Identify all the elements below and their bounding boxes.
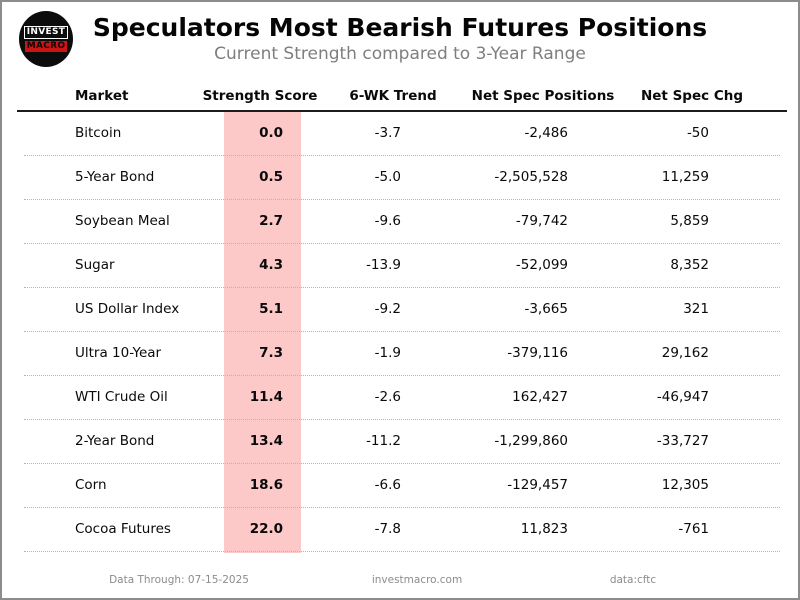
6wk-trend-cell: -7.8 [374, 521, 401, 537]
table-row: Ultra 10-Year 7.3 -1.9 -379,116 29,162 [24, 332, 780, 376]
net-spec-chg-cell: 29,162 [661, 345, 709, 361]
net-spec-chg-cell: 12,305 [661, 477, 709, 493]
net-spec-chg-cell: 321 [683, 301, 709, 317]
column-header-market: Market [75, 88, 129, 104]
header-divider [17, 110, 787, 112]
6wk-trend-cell: -5.0 [374, 169, 401, 185]
table-header-row: Market Strength Score 6-WK Trend Net Spe… [2, 85, 798, 107]
strength-score-cell: 22.0 [249, 521, 283, 537]
strength-score-cell: 7.3 [259, 345, 283, 361]
net-spec-chg-cell: -50 [686, 125, 709, 141]
market-cell: Sugar [75, 257, 115, 273]
6wk-trend-cell: -11.2 [366, 433, 401, 449]
market-cell: 5-Year Bond [75, 169, 155, 185]
footer: Data Through: 07-15-2025 investmacro.com… [2, 572, 798, 588]
net-spec-positions-cell: -2,505,528 [494, 169, 568, 185]
strength-score-cell: 5.1 [259, 301, 283, 317]
6wk-trend-cell: -9.6 [374, 213, 401, 229]
table-row: Corn 18.6 -6.6 -129,457 12,305 [24, 464, 780, 508]
strength-score-cell: 2.7 [259, 213, 283, 229]
market-cell: Bitcoin [75, 125, 122, 141]
market-cell: Corn [75, 477, 107, 493]
column-header-net-spec-chg: Net Spec Chg [640, 88, 744, 104]
6wk-trend-cell: -9.2 [374, 301, 401, 317]
strength-score-cell: 4.3 [259, 257, 283, 273]
footer-website: investmacro.com [371, 574, 463, 586]
net-spec-positions-cell: 162,427 [512, 389, 568, 405]
strength-score-cell: 13.4 [249, 433, 283, 449]
strength-score-cell: 11.4 [249, 389, 283, 405]
market-cell: Ultra 10-Year [75, 345, 162, 361]
6wk-trend-cell: -3.7 [374, 125, 401, 141]
page-title: Speculators Most Bearish Futures Positio… [92, 13, 708, 42]
net-spec-positions-cell: -3,665 [524, 301, 568, 317]
column-header-6wk-trend: 6-WK Trend [349, 88, 437, 104]
logo-text-macro: MACRO [24, 41, 68, 52]
6wk-trend-cell: -13.9 [366, 257, 401, 273]
net-spec-positions-cell: -1,299,860 [494, 433, 568, 449]
table-body: Bitcoin 0.0 -3.7 -2,486 -50 5-Year Bond … [24, 112, 780, 552]
net-spec-chg-cell: -761 [678, 521, 709, 537]
strength-score-cell: 0.0 [259, 125, 283, 141]
6wk-trend-cell: -1.9 [374, 345, 401, 361]
net-spec-positions-cell: -2,486 [524, 125, 568, 141]
logo-text-invest: INVEST [23, 26, 69, 39]
strength-score-highlight-band [224, 112, 301, 553]
net-spec-chg-cell: -46,947 [656, 389, 709, 405]
market-cell: US Dollar Index [75, 301, 180, 317]
table-row: Sugar 4.3 -13.9 -52,099 8,352 [24, 244, 780, 288]
net-spec-positions-cell: -379,116 [507, 345, 568, 361]
market-cell: Soybean Meal [75, 213, 170, 229]
strength-score-cell: 18.6 [249, 477, 283, 493]
6wk-trend-cell: -2.6 [374, 389, 401, 405]
net-spec-chg-cell: -33,727 [656, 433, 709, 449]
net-spec-chg-cell: 11,259 [661, 169, 709, 185]
table-row: Soybean Meal 2.7 -9.6 -79,742 5,859 [24, 200, 780, 244]
market-cell: Cocoa Futures [75, 521, 171, 537]
column-header-strength-score: Strength Score [202, 88, 318, 104]
footer-data-through: Data Through: 07-15-2025 [109, 574, 249, 586]
net-spec-chg-cell: 5,859 [670, 213, 709, 229]
net-spec-positions-cell: 11,823 [520, 521, 568, 537]
table-row: Cocoa Futures 22.0 -7.8 11,823 -761 [24, 508, 780, 552]
table-row: US Dollar Index 5.1 -9.2 -3,665 321 [24, 288, 780, 332]
table-row: 2-Year Bond 13.4 -11.2 -1,299,860 -33,72… [24, 420, 780, 464]
net-spec-positions-cell: -79,742 [515, 213, 568, 229]
table-row: Bitcoin 0.0 -3.7 -2,486 -50 [24, 112, 780, 156]
6wk-trend-cell: -6.6 [374, 477, 401, 493]
table-row: WTI Crude Oil 11.4 -2.6 162,427 -46,947 [24, 376, 780, 420]
strength-score-cell: 0.5 [259, 169, 283, 185]
market-cell: 2-Year Bond [75, 433, 155, 449]
footer-data-source: data:cftc [609, 574, 657, 586]
table-row: 5-Year Bond 0.5 -5.0 -2,505,528 11,259 [24, 156, 780, 200]
net-spec-positions-cell: -129,457 [507, 477, 568, 493]
net-spec-chg-cell: 8,352 [670, 257, 709, 273]
page-subtitle: Current Strength compared to 3-Year Rang… [214, 44, 586, 64]
investmacro-logo-icon: INVEST MACRO [19, 11, 73, 67]
column-header-net-spec-positions: Net Spec Positions [471, 88, 615, 104]
market-cell: WTI Crude Oil [75, 389, 168, 405]
net-spec-positions-cell: -52,099 [515, 257, 568, 273]
